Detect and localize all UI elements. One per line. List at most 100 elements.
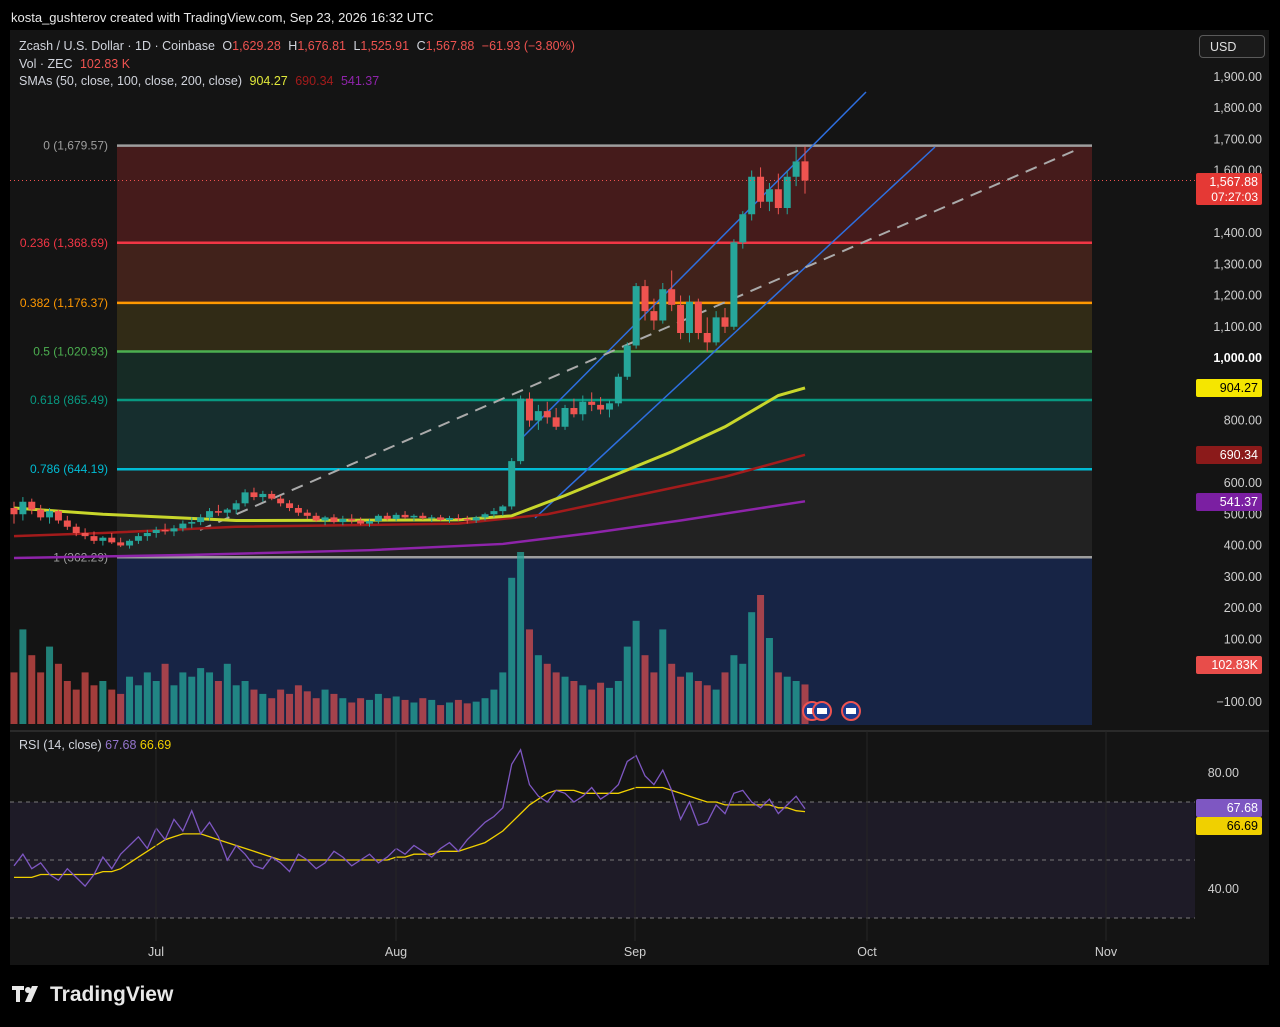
candle-body: [685, 301, 693, 333]
candle-body: [757, 176, 765, 202]
volume-bar: [339, 698, 347, 724]
volume-bar: [419, 698, 427, 724]
candle-body: [712, 317, 720, 343]
candle-body: [650, 311, 658, 321]
volume-bar: [463, 703, 471, 724]
brand-footer[interactable]: TradingView: [12, 983, 173, 1007]
time-axis-label: Aug: [385, 945, 407, 959]
candle-body: [597, 404, 605, 410]
candle-body: [499, 506, 507, 512]
candle-body: [765, 189, 773, 202]
candle-body: [126, 540, 134, 546]
legend-open: 1,629.28: [232, 39, 281, 53]
volume-bar: [614, 681, 622, 724]
volume-bar: [685, 672, 693, 724]
candle-body: [668, 289, 676, 305]
candle-body: [525, 398, 533, 421]
candle-body: [161, 529, 169, 532]
volume-bar: [712, 689, 720, 724]
fib-level-label: 0 (1,679.57): [43, 139, 108, 153]
candle-body: [179, 523, 187, 529]
candle-body: [401, 514, 409, 518]
rsi-axis-label: 80.00: [1208, 766, 1239, 780]
candle-body: [614, 376, 622, 404]
volume-bar: [108, 689, 116, 724]
price-axis-label: 1,200.00: [1213, 289, 1262, 303]
price-axis-label: 800.00: [1224, 414, 1262, 428]
legend-vol-label[interactable]: Vol · ZEC: [19, 57, 73, 71]
legend-symbol[interactable]: Zcash / U.S. Dollar · 1D · Coinbase: [19, 39, 215, 53]
candle-body: [605, 403, 613, 410]
volume-bar: [783, 676, 791, 724]
time-axis-label: Sep: [624, 945, 646, 959]
volume-bar: [241, 681, 249, 724]
volume-bar: [134, 685, 142, 724]
fib-zone: [117, 145, 1092, 243]
candle-body: [445, 518, 453, 520]
candle-body: [383, 515, 391, 519]
volume-tag: 102.83K: [1211, 658, 1258, 672]
volume-bar: [321, 689, 329, 724]
sma100-tag: 690.34: [1220, 448, 1258, 462]
volume-bar: [143, 672, 151, 724]
rsi-ma-line: [14, 786, 806, 879]
legend-rsi-label[interactable]: RSI (14, close): [19, 738, 102, 752]
price-axis-label: 600.00: [1224, 476, 1262, 490]
candle-body: [81, 533, 89, 537]
candle-body: [419, 515, 427, 518]
volume-bar: [748, 612, 756, 724]
currency-button[interactable]: USD: [1199, 35, 1265, 58]
volume-bar: [508, 577, 516, 724]
volume-bar: [232, 685, 240, 724]
legend-rsi: RSI (14, close) 67.68 66.69: [19, 738, 171, 752]
volume-bar: [774, 672, 782, 724]
candle-body: [259, 493, 267, 498]
volume-bar: [481, 698, 489, 724]
volume-bar: [170, 685, 178, 724]
candle-body: [214, 511, 222, 513]
candle-body: [552, 417, 560, 427]
rsi-tag: 67.68: [1227, 801, 1258, 815]
candle-body: [410, 515, 418, 518]
price-axis-label: 1,700.00: [1213, 132, 1262, 146]
sma200-line: [13, 500, 806, 560]
volume-bar: [721, 672, 729, 724]
legend-high-label: H: [288, 39, 298, 53]
candle-body: [241, 492, 249, 504]
legend-open-label: O: [222, 39, 233, 53]
price-axis-label: 1,400.00: [1213, 226, 1262, 240]
legend-low-label: L: [353, 39, 361, 53]
volume-bar: [392, 696, 400, 724]
volume-bar: [126, 676, 134, 724]
candle-body: [748, 176, 756, 215]
attribution-text: kosta_gushterov created with TradingView…: [11, 10, 434, 25]
candle-body: [108, 537, 116, 543]
legend-close: 1,567.88: [425, 39, 475, 53]
volume-bar: [490, 689, 498, 724]
volume-bar: [499, 672, 507, 724]
volume-bar: [597, 682, 605, 724]
rsi-line: [13, 748, 806, 888]
volume-bar: [161, 663, 169, 724]
legend-sma-label[interactable]: SMAs (50, close, 100, close, 200, close): [19, 74, 243, 88]
candle-body: [143, 533, 151, 537]
candle-body: [428, 517, 436, 519]
legend-sma200: 541.37: [340, 74, 380, 88]
candle-body: [188, 522, 196, 524]
tradingview-logo-icon: [12, 986, 38, 1002]
volume-bar: [668, 663, 676, 724]
candle-body: [374, 515, 382, 522]
candle-body: [543, 411, 551, 418]
candle-body: [481, 514, 489, 518]
last-price-tag: 1,567.88: [1209, 175, 1258, 189]
us-flag-stripe: [817, 708, 827, 714]
rsi-axis-label: 40.00: [1208, 882, 1239, 896]
price-axis-label: 400.00: [1224, 539, 1262, 553]
volume-bar: [152, 681, 160, 724]
candle-body: [28, 501, 36, 510]
candle-body: [206, 511, 214, 518]
candle-body: [774, 189, 782, 208]
sma200-tag-bg: [1196, 493, 1262, 511]
candle-body: [721, 317, 729, 327]
